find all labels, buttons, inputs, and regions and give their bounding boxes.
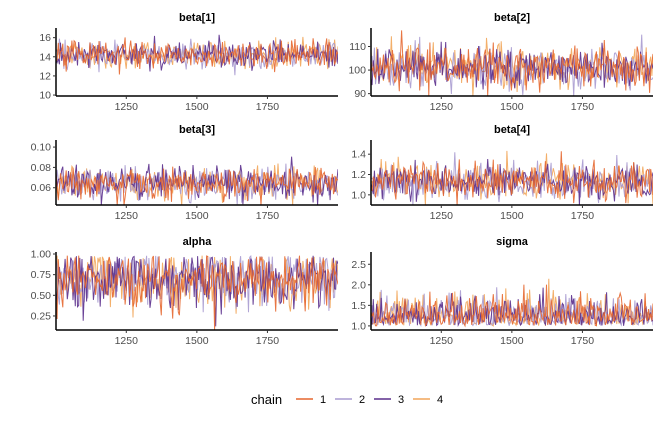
legend: chain 1 2 3 4 (251, 392, 443, 407)
x-tick-label: 1500 (185, 210, 209, 222)
trace-chain-3 (56, 156, 338, 205)
x-tick-label: 1500 (500, 101, 524, 113)
y-tick-label: 2.5 (351, 259, 366, 271)
panel-title: beta[4] (494, 124, 530, 136)
trace-lines (371, 150, 653, 205)
y-tick-label: 0.08 (31, 162, 52, 174)
legend-label-chain-2: 2 (359, 394, 365, 406)
x-tick-label: 1500 (185, 101, 209, 113)
x-tick-label: 1500 (500, 210, 524, 222)
legend-label-chain-3: 3 (398, 394, 404, 406)
panel-beta3: beta[3] 0.06 0.08 0.10 1250 1500 1750 (31, 124, 338, 222)
trace-chain-1 (56, 37, 338, 75)
y-tick-label: 1.5 (351, 300, 366, 312)
trace-lines (56, 34, 338, 76)
trace-lines (371, 30, 653, 96)
x-tick-label: 1750 (571, 210, 595, 222)
y-tick-label: 0.50 (31, 290, 52, 302)
y-tick-label: 0.25 (31, 310, 52, 322)
trace-chain-3 (371, 287, 653, 328)
x-tick-label: 1750 (571, 335, 595, 347)
y-tick-label: 1.4 (351, 149, 366, 161)
y-tick-label: 10 (39, 90, 51, 102)
trace-lines (371, 278, 653, 328)
x-tick-label: 1250 (430, 101, 454, 113)
x-tick-label: 1750 (256, 335, 280, 347)
y-tick-label: 0.10 (31, 142, 52, 154)
y-tick-label: 1.2 (351, 169, 366, 181)
y-tick-label: 110 (349, 41, 366, 53)
panel-beta4: beta[4] 1.0 1.2 1.4 1250 1500 1750 (351, 124, 653, 222)
y-tick-label: 14 (39, 51, 51, 63)
x-tick-label: 1500 (185, 335, 209, 347)
panel-sigma: sigma 1.0 1.5 2.0 2.5 1250 1500 1750 (351, 236, 653, 347)
panel-title: sigma (496, 236, 529, 248)
panel-title: beta[3] (179, 124, 215, 136)
x-tick-label: 1750 (256, 101, 280, 113)
legend-label-chain-4: 4 (437, 394, 443, 406)
x-tick-label: 1250 (115, 101, 139, 113)
x-tick-label: 1250 (430, 335, 454, 347)
y-tick-label: 90 (354, 88, 366, 100)
y-tick-label: 1.0 (351, 320, 366, 332)
x-tick-label: 1250 (430, 210, 454, 222)
trace-lines (56, 254, 338, 330)
trace-chain-1 (56, 255, 338, 330)
x-tick-label: 1250 (115, 210, 139, 222)
trace-chain-1 (371, 284, 653, 328)
panel-beta1: beta[1] 10 12 14 16 1250 1500 1750 (39, 12, 338, 113)
y-tick-label: 0.75 (31, 269, 52, 281)
trace-chain-1 (371, 30, 653, 96)
x-tick-label: 1750 (256, 210, 280, 222)
y-tick-label: 100 (348, 65, 366, 77)
panel-title: beta[2] (494, 12, 530, 24)
y-tick-label: 1.00 (31, 249, 52, 261)
y-tick-label: 0.06 (31, 182, 52, 194)
y-tick-label: 16 (39, 32, 51, 44)
trace-lines (56, 156, 338, 205)
y-tick-label: 12 (39, 70, 51, 82)
x-tick-label: 1250 (115, 335, 139, 347)
legend-title: chain (251, 392, 282, 407)
x-tick-label: 1500 (500, 335, 524, 347)
x-tick-label: 1750 (571, 101, 595, 113)
trace-chain-1 (56, 166, 338, 205)
trace-chain-1 (371, 151, 653, 205)
y-tick-label: 1.0 (351, 189, 366, 201)
panel-title: beta[1] (179, 12, 215, 24)
legend-label-chain-1: 1 (320, 394, 326, 406)
panel-beta2: beta[2] 90 100 110 1250 1500 1750 (348, 12, 653, 113)
y-tick-label: 2.0 (351, 279, 366, 291)
panel-title: alpha (183, 236, 213, 248)
panel-alpha: alpha 0.25 0.50 0.75 1.00 1250 1500 1750 (31, 236, 338, 347)
